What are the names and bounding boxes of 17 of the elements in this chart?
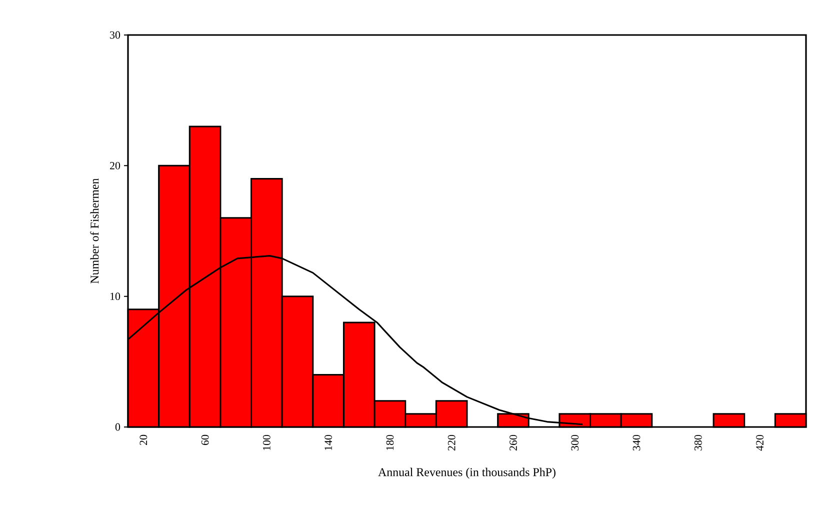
x-tick-label: 180 (386, 434, 394, 450)
y-tick-label: 0 (115, 423, 120, 431)
y-tick-label: 10 (110, 292, 120, 300)
x-tick-label: 260 (510, 434, 517, 450)
x-axis-title: Annual Revenues (in thousands PhP) (378, 468, 556, 479)
x-tick-label: 20 (140, 434, 148, 445)
x-tick-label: 300 (571, 434, 579, 450)
x-tick-label: 220 (448, 434, 456, 450)
x-tick-label: 140 (324, 434, 332, 450)
y-tick-label: 20 (110, 162, 120, 170)
x-tick-label: 60 (201, 434, 209, 446)
x-tick-label: 340 (632, 434, 640, 450)
y-axis-title: Number of Fishermen (90, 178, 99, 284)
x-tick-label: 420 (756, 434, 764, 451)
x-tick-label: 380 (694, 434, 702, 450)
y-tick-label: 30 (110, 31, 120, 39)
x-tick-label: 100 (262, 434, 270, 450)
